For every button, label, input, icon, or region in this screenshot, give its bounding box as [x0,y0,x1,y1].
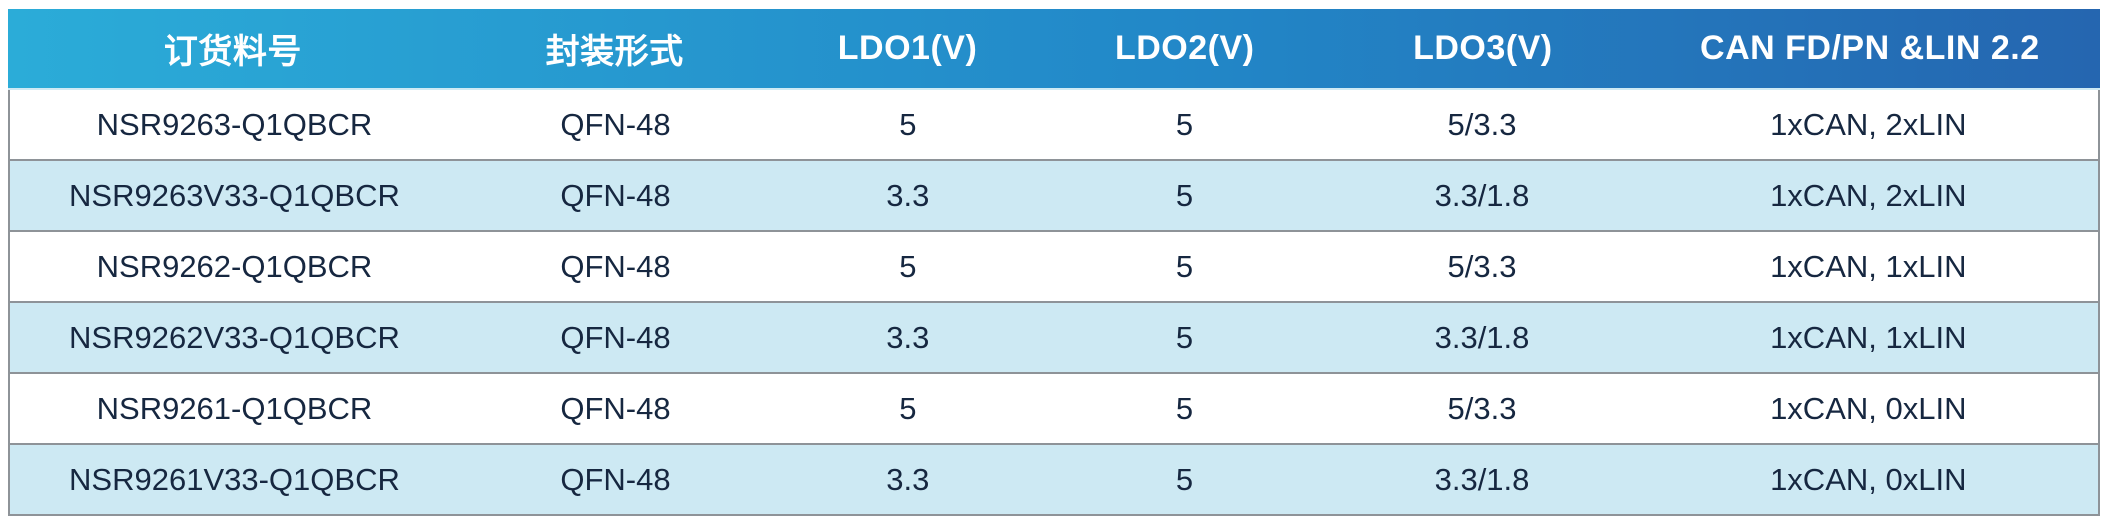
cell-part-number: NSR9261V33-Q1QBCR [69,461,400,497]
cell-package: QFN-48 [560,177,671,213]
table-body: NSR9263-Q1QBCR QFN-48 5 5 5/3.3 1xCAN, 2… [8,90,2100,516]
header-cell-ldo1: LDO1(V) [837,29,978,67]
cell-can-lin: 1xCAN, 1xLIN [1770,248,1967,284]
cell-part-number: NSR9263V33-Q1QBCR [69,177,400,213]
cell-ldo3: 3.3/1.8 [1434,177,1530,213]
cell-can-lin: 1xCAN, 1xLIN [1770,319,1967,355]
cell-can-lin: 1xCAN, 0xLIN [1770,461,1967,497]
cell-package: QFN-48 [560,390,671,426]
cell-ldo3: 3.3/1.8 [1434,461,1530,497]
cell-ldo1: 3.3 [886,319,930,355]
cell-ldo3: 5/3.3 [1447,248,1517,284]
cell-can-lin: 1xCAN, 2xLIN [1770,177,1967,213]
cell-ldo2: 5 [1175,319,1194,355]
table-row: NSR9263-Q1QBCR QFN-48 5 5 5/3.3 1xCAN, 2… [10,90,2098,159]
cell-part-number: NSR9261-Q1QBCR [96,390,373,426]
cell-ldo1: 5 [899,106,917,142]
product-selection-table: 订货料号 封装形式 LDO1(V) LDO2(V) LDO3(V) CAN FD… [8,9,2100,516]
cell-package: QFN-48 [560,248,671,284]
cell-part-number: NSR9262-Q1QBCR [96,248,373,284]
cell-ldo3: 3.3/1.8 [1434,319,1530,355]
cell-ldo3: 5/3.3 [1447,106,1517,142]
header-cell-can-lin: CAN FD/PN &LIN 2.2 [1700,29,2040,67]
cell-package: QFN-48 [560,106,671,142]
header-cell-ldo3: LDO3(V) [1413,29,1553,67]
cell-can-lin: 1xCAN, 2xLIN [1770,106,1967,142]
cell-package: QFN-48 [560,319,671,355]
cell-ldo2: 5 [1175,248,1194,284]
table-row: NSR9261V33-Q1QBCR QFN-48 3.3 5 3.3/1.8 1… [10,443,2098,514]
cell-ldo2: 5 [1175,177,1194,213]
cell-ldo1: 3.3 [886,461,930,497]
table-row: NSR9261-Q1QBCR QFN-48 5 5 5/3.3 1xCAN, 0… [10,372,2098,443]
table-row: NSR9263V33-Q1QBCR QFN-48 3.3 5 3.3/1.8 1… [10,159,2098,230]
cell-ldo2: 5 [1175,390,1194,426]
cell-part-number: NSR9263-Q1QBCR [96,106,373,142]
cell-ldo1: 5 [899,390,917,426]
cell-part-number: NSR9262V33-Q1QBCR [69,319,400,355]
header-cell-ldo2: LDO2(V) [1114,29,1255,67]
cell-ldo2: 5 [1175,106,1194,142]
header-cell-package: 封装形式 [545,33,684,71]
table-row: NSR9262V33-Q1QBCR QFN-48 3.3 5 3.3/1.8 1… [10,301,2098,372]
cell-can-lin: 1xCAN, 0xLIN [1770,390,1967,426]
header-cell-part-number: 订货料号 [163,33,302,71]
cell-ldo3: 5/3.3 [1447,390,1517,426]
cell-ldo1: 3.3 [886,177,930,213]
table-row: NSR9262-Q1QBCR QFN-48 5 5 5/3.3 1xCAN, 1… [10,230,2098,301]
cell-ldo1: 5 [899,248,917,284]
cell-package: QFN-48 [560,461,671,497]
table-header-row: 订货料号 封装形式 LDO1(V) LDO2(V) LDO3(V) CAN FD… [8,9,2100,90]
cell-ldo2: 5 [1175,461,1194,497]
